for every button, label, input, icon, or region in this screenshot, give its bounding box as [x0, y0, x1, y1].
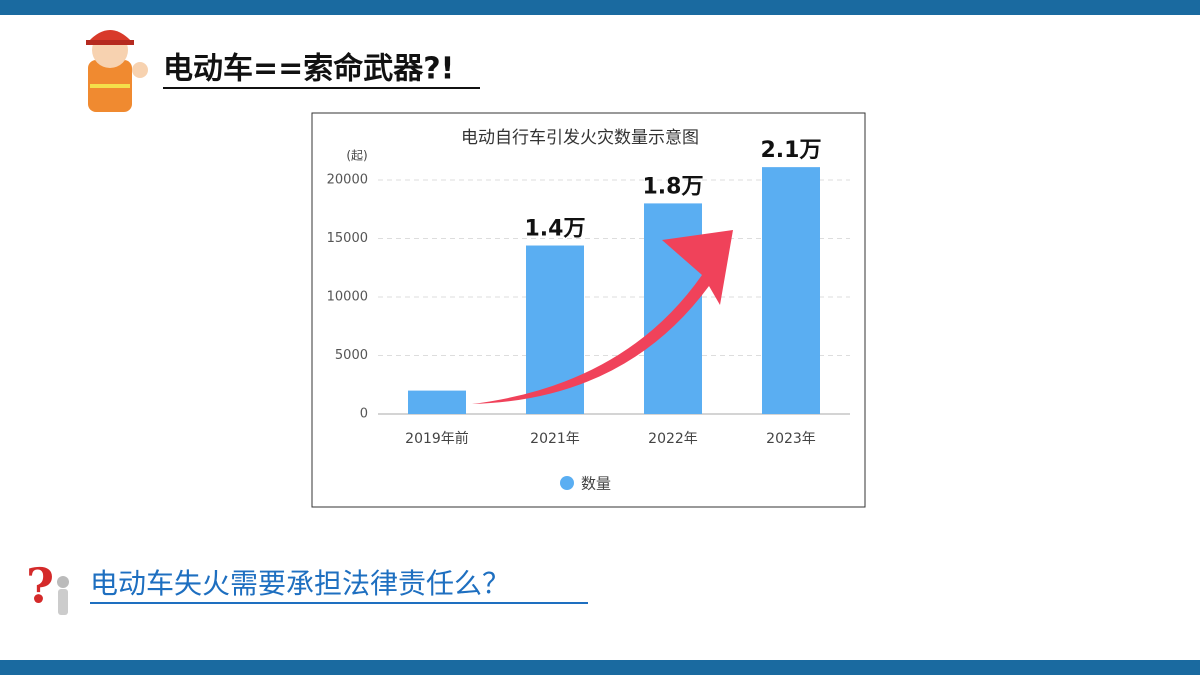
legend-label: 数量	[581, 475, 611, 493]
svg-text:?: ?	[26, 559, 54, 615]
bar	[408, 390, 466, 414]
x-tick-label: 2019年前	[405, 430, 469, 447]
bar	[644, 203, 702, 414]
x-tick-label: 2022年	[648, 431, 698, 447]
y-tick-label: 0	[360, 407, 368, 422]
y-tick-label: 15000	[327, 231, 368, 246]
legend-marker	[560, 476, 574, 490]
value-label: 1.8万	[643, 174, 704, 199]
trend-arrow	[472, 230, 733, 404]
firefighter-icon	[86, 30, 148, 112]
question-text: 电动车失火需要承担法律责任么？	[90, 567, 510, 600]
x-tick-label: 2023年	[766, 431, 816, 447]
slide-title: 电动车==索命武器?!	[163, 52, 454, 87]
plot: 0 5000 10000 15000 20000 2019年前 2021年 1.4万 2022年…	[327, 138, 850, 493]
value-label: 1.4万	[525, 217, 586, 242]
chart-title: 电动自行车引发火灾数量示意图	[461, 128, 699, 148]
value-label: 2.1万	[761, 138, 822, 163]
y-tick-label: 20000	[327, 173, 368, 188]
y-axis-label: (起)	[346, 149, 367, 163]
top-band	[0, 0, 1200, 15]
y-tick-label: 10000	[327, 290, 368, 305]
bar	[762, 167, 820, 414]
y-tick-label: 5000	[335, 348, 368, 363]
x-tick-label: 2021年	[530, 431, 580, 447]
question-icon: ?	[26, 559, 69, 615]
bottom-band	[0, 660, 1200, 675]
